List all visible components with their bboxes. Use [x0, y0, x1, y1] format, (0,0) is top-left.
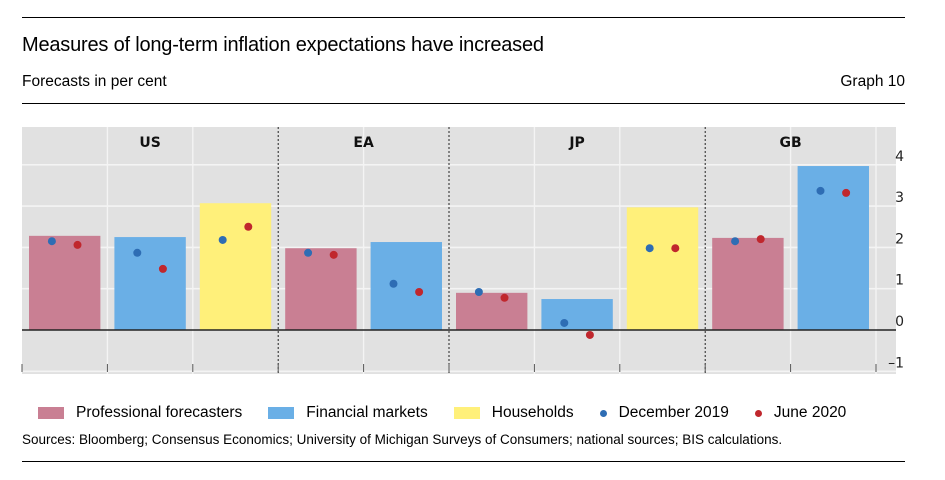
- point-jun2020-gb-financial: [842, 188, 851, 197]
- legend: Professional forecasters Financial market…: [38, 404, 872, 422]
- graph-number: Graph 10: [840, 73, 905, 90]
- y-tick-label: 3: [895, 190, 904, 206]
- bar-us-professional: [29, 235, 101, 330]
- bar-jp-professional: [456, 292, 528, 330]
- y-tick-label: 4: [895, 149, 904, 165]
- bar-ea-professional: [285, 248, 357, 330]
- chart-subtitle: Forecasts in per cent: [22, 73, 167, 90]
- y-axis-ticks: 4 3 2 1 0 –1: [888, 149, 904, 371]
- point-dec2019-us-financial: [133, 248, 142, 257]
- bar-chart: US EA JP GB 4 3 2 1 0 –1: [21, 127, 904, 374]
- group-labels: US EA JP GB: [139, 135, 801, 151]
- point-jun2020-jp-professional: [500, 293, 509, 302]
- point-jun2020-ea-financial: [415, 288, 424, 297]
- legend-label: Financial markets: [306, 404, 428, 421]
- legend-dot-marker: [599, 409, 607, 417]
- point-dec2019-gb-financial: [816, 186, 825, 195]
- bar-gb-professional: [712, 237, 784, 330]
- group-label-ea: EA: [353, 135, 374, 151]
- point-jun2020-gb-professional: [756, 235, 765, 244]
- sources-note: Sources: Bloomberg; Consensus Economics;…: [22, 432, 783, 447]
- legend-dot-marker: [754, 409, 762, 417]
- point-jun2020-us-households: [244, 222, 253, 231]
- point-jun2020-ea-professional: [329, 250, 338, 259]
- point-jun2020-jp-financial: [585, 330, 594, 339]
- legend-item: December 2019: [599, 404, 729, 422]
- bar-us-households: [199, 203, 272, 330]
- data-points: [47, 186, 851, 339]
- group-label-us: US: [139, 135, 160, 151]
- y-tick-label: 0: [895, 314, 904, 330]
- legend-item: Professional forecasters: [38, 404, 242, 422]
- top-rule: [22, 17, 905, 18]
- legend-swatch: [453, 407, 480, 419]
- legend-label: Households: [491, 404, 574, 421]
- y-tick-label: 2: [895, 231, 904, 247]
- chart-title: Measures of long-term inflation expectat…: [22, 34, 544, 56]
- point-dec2019-ea-professional: [304, 248, 313, 257]
- legend-swatch: [268, 407, 295, 419]
- bars: [29, 166, 869, 330]
- legend-swatch: [38, 407, 64, 419]
- bar-us-financial: [114, 237, 186, 330]
- group-label-jp: JP: [568, 135, 584, 151]
- legend-label: December 2019: [618, 404, 729, 421]
- point-jun2020-us-professional: [73, 240, 82, 249]
- bar-ea-financial: [370, 242, 442, 330]
- bar-gb-financial: [797, 166, 869, 330]
- header-rule: [22, 103, 905, 104]
- legend-item: Financial markets: [268, 404, 428, 422]
- point-dec2019-us-households: [218, 235, 227, 244]
- point-dec2019-ea-financial: [389, 279, 398, 288]
- point-dec2019-gb-professional: [731, 237, 740, 246]
- legend-label: June 2020: [773, 404, 847, 421]
- y-tick-label: –1: [888, 355, 904, 371]
- axes: [21, 329, 896, 372]
- point-dec2019-jp-professional: [474, 288, 483, 297]
- footer-rule: [22, 461, 905, 462]
- point-dec2019-jp-households: [645, 244, 654, 253]
- bar-jp-households: [626, 207, 699, 330]
- point-dec2019-us-professional: [47, 237, 56, 246]
- point-dec2019-jp-financial: [560, 318, 569, 327]
- legend-item: June 2020: [754, 404, 847, 422]
- legend-label: Professional forecasters: [76, 404, 243, 421]
- y-tick-label: 1: [895, 273, 904, 289]
- point-jun2020-jp-households: [671, 244, 680, 253]
- group-label-gb: GB: [780, 135, 802, 151]
- legend-item: Households: [453, 404, 574, 422]
- point-jun2020-us-financial: [158, 264, 167, 273]
- bar-jp-financial: [541, 299, 613, 330]
